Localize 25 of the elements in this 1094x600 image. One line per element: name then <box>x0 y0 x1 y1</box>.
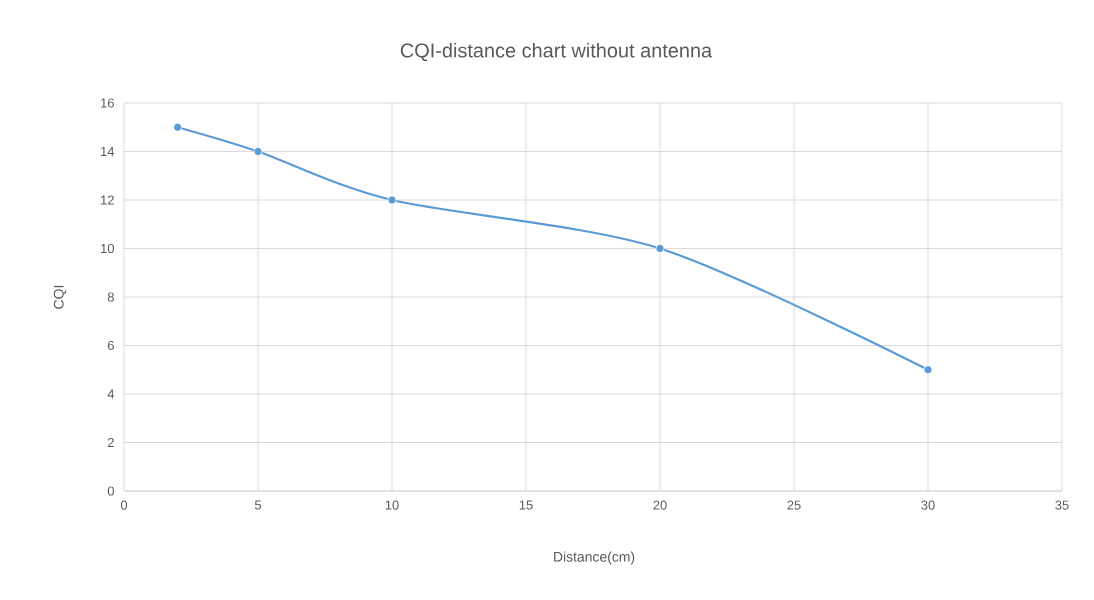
y-tick-label: 10 <box>101 243 114 254</box>
point <box>655 244 665 253</box>
y-tick-label: 2 <box>107 437 114 448</box>
y-tick-label: 12 <box>101 195 114 205</box>
point <box>173 122 182 132</box>
chart-title: CQI-distance chart without antenna <box>400 42 713 62</box>
x-tick-label: 25 <box>787 500 801 510</box>
y-tick-label: 14 <box>101 147 115 156</box>
y-tick-label: 6 <box>107 340 114 351</box>
y-tick-label: 0 <box>107 486 114 496</box>
point <box>253 147 263 156</box>
x-tick-label: 0 <box>120 500 128 510</box>
x-tick-label: 5 <box>254 500 262 510</box>
y-tick-label: 8 <box>107 292 114 302</box>
x-tick-label: 10 <box>385 500 399 510</box>
x-tick-label: 30 <box>921 500 935 510</box>
y-axis-title: CQI <box>53 285 67 309</box>
x-axis-title: Distance(cm) <box>554 551 635 565</box>
x-tick-label: 35 <box>1055 500 1069 510</box>
y-tick-label: 16 <box>101 98 114 108</box>
y-tick-label: 4 <box>107 389 115 399</box>
x-tick-label: 20 <box>653 500 667 510</box>
x-tick-label: 15 <box>519 500 533 510</box>
point <box>387 195 397 205</box>
point <box>923 365 933 375</box>
